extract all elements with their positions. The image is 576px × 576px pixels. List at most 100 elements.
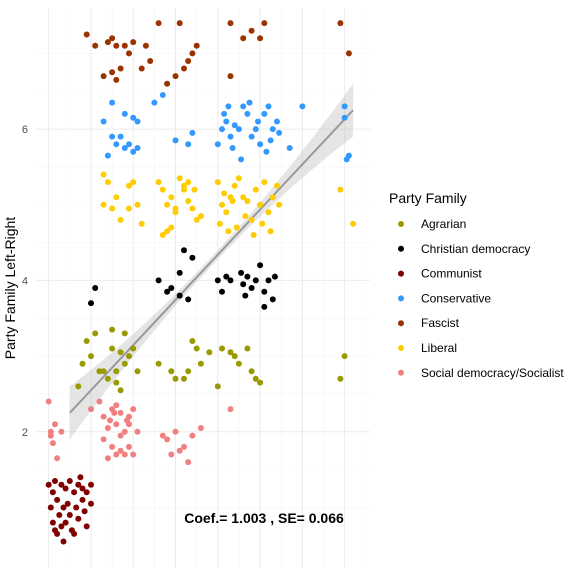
point-social-democracy-socialist (121, 428, 128, 435)
point-fascist (130, 39, 137, 46)
point-fascist (113, 76, 120, 83)
point-communist (73, 504, 80, 511)
point-liberal (225, 228, 232, 235)
point-communist (60, 538, 67, 545)
point-christian-democracy (185, 296, 192, 303)
point-agrarian (126, 353, 132, 360)
point-conservative (240, 103, 247, 110)
point-communist (88, 481, 94, 488)
point-fascist (126, 50, 132, 57)
point-social-democracy-socialist (113, 402, 120, 409)
point-liberal (274, 182, 280, 189)
point-communist (58, 523, 65, 530)
point-liberal (221, 190, 228, 197)
point-fascist (92, 42, 99, 49)
point-liberal (126, 182, 132, 189)
point-social-democracy-socialist (121, 451, 128, 458)
point-agrarian (172, 375, 179, 382)
point-liberal (189, 205, 196, 212)
point-fascist (83, 31, 90, 38)
point-conservative (274, 118, 280, 125)
point-social-democracy-socialist (88, 406, 94, 413)
point-christian-democracy (189, 254, 196, 261)
point-liberal (231, 182, 238, 189)
legend-items: Agrarian Christian democracy Communist Cons… (398, 217, 564, 380)
point-fascist (248, 27, 255, 34)
point-agrarian (244, 345, 251, 352)
point-liberal (100, 201, 107, 208)
point-social-democracy-socialist (104, 425, 111, 431)
point-fascist (113, 42, 120, 49)
point-christian-democracy (252, 277, 259, 284)
point-agrarian (130, 345, 137, 352)
point-fascist (138, 65, 145, 72)
point-agrarian (117, 349, 124, 356)
legend-label-social-democracy-socialist: Social democracy/Socialist (421, 366, 564, 380)
point-conservative (214, 141, 221, 148)
legend: Party Family Agrarian Christian democracy… (389, 190, 564, 380)
point-fascist (345, 50, 352, 57)
point-agrarian (75, 383, 82, 390)
point-liberal (164, 201, 171, 208)
point-conservative (299, 103, 306, 110)
point-liberal (159, 232, 166, 238)
y-tick-label: 2 (22, 427, 28, 439)
point-conservative (159, 92, 166, 98)
point-liberal (168, 194, 175, 201)
point-social-democracy-socialist (113, 421, 120, 428)
point-social-democracy-socialist (104, 455, 111, 462)
point-agrarian (104, 375, 111, 382)
point-social-democracy-socialist (134, 428, 141, 435)
point-liberal (172, 205, 179, 212)
point-conservative (104, 152, 111, 159)
point-agrarian (117, 387, 124, 394)
point-social-democracy-socialist (130, 406, 137, 413)
point-fascist (164, 80, 171, 87)
point-fascist (100, 73, 107, 80)
point-conservative (126, 141, 132, 148)
point-communist (64, 500, 71, 507)
point-liberal (276, 201, 283, 208)
point-conservative (244, 110, 251, 117)
point-conservative (134, 145, 141, 151)
point-communist (83, 489, 90, 496)
point-christian-democracy (244, 273, 251, 280)
legend-label-agrarian: Agrarian (421, 217, 466, 231)
point-agrarian (181, 375, 187, 382)
legend-label-fascist: Fascist (421, 316, 460, 330)
y-tick-label: 6 (22, 124, 28, 136)
point-social-democracy-socialist (126, 443, 132, 450)
point-communist (60, 504, 67, 511)
point-conservative (121, 145, 128, 151)
point-agrarian (227, 349, 234, 356)
point-conservative (189, 129, 196, 136)
point-communist (75, 515, 82, 522)
point-christian-democracy (265, 277, 272, 284)
point-communist (52, 478, 58, 484)
point-fascist (189, 50, 196, 57)
point-christian-democracy (88, 300, 94, 307)
point-social-democracy-socialist (54, 455, 61, 462)
point-agrarian (96, 368, 103, 375)
point-christian-democracy (164, 288, 171, 295)
point-liberal (216, 220, 223, 227)
point-christian-democracy (176, 269, 183, 276)
point-conservative (130, 148, 137, 155)
point-agrarian (337, 375, 344, 382)
point-christian-democracy (227, 277, 234, 284)
point-agrarian (235, 360, 242, 367)
grid-lines (36, 8, 370, 568)
point-liberal (130, 179, 137, 186)
point-communist (79, 485, 86, 492)
point-communist (58, 481, 65, 488)
point-liberal (257, 201, 264, 208)
point-christian-democracy (214, 277, 221, 284)
point-agrarian (185, 368, 192, 375)
point-social-democracy-socialist (117, 409, 124, 416)
point-conservative (248, 133, 255, 140)
point-fascist (227, 20, 234, 27)
fit-line (69, 109, 354, 414)
point-conservative (276, 129, 283, 136)
point-conservative (261, 110, 268, 117)
